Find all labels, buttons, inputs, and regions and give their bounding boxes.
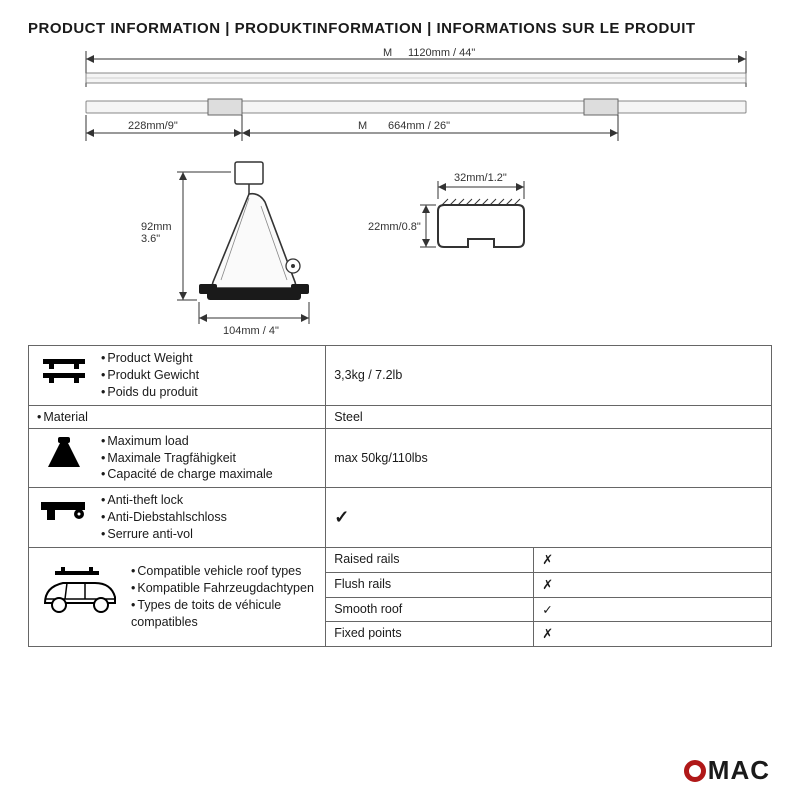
roof-fixed-mark: ✗: [542, 626, 553, 641]
maxload-value: max 50kg/110lbs: [326, 428, 772, 488]
row-roof-raised: Compatible vehicle roof types Kompatible…: [29, 547, 772, 572]
dim-m-mark2: M: [358, 120, 367, 132]
technical-diagram: M 1120mm / 44" 228mm/9": [28, 47, 772, 337]
dim-profile-w: 32mm/1.2": [454, 172, 507, 184]
spec-table: Product Weight Produkt Gewicht Poids du …: [28, 345, 772, 647]
dim-m-mark: M: [383, 47, 392, 59]
dim-profile-h: 22mm/0.8": [368, 221, 421, 233]
dim-top-length: 1120mm / 44": [408, 47, 475, 59]
maxload-de: Maximale Tragfähigkeit: [101, 450, 273, 467]
weight-en: Product Weight: [101, 350, 199, 367]
roof-smooth-mark: ✓: [542, 603, 552, 617]
logo-o-icon: [684, 760, 706, 782]
page-title: PRODUCT INFORMATION | PRODUKTINFORMATION…: [28, 20, 772, 37]
compat-fr: Types de toits de véhicule compatibles: [131, 597, 317, 631]
maxload-en: Maximum load: [101, 433, 273, 450]
antitheft-check: ✓: [334, 507, 349, 527]
roof-raised-label: Raised rails: [326, 547, 534, 572]
compat-de: Kompatible Fahrzeugdachtypen: [131, 580, 317, 597]
material-label: Material: [37, 410, 88, 424]
compat-en: Compatible vehicle roof types: [131, 563, 317, 580]
brand-logo: MAC: [684, 755, 770, 786]
row-material: Material Steel: [29, 405, 772, 428]
weight-de: Produkt Gewicht: [101, 367, 199, 384]
weight-icon: [37, 433, 91, 471]
weight-value: 3,3kg / 7.2lb: [326, 346, 772, 406]
dim-foot-height: 92mm3.6": [141, 221, 172, 245]
roof-fixed-label: Fixed points: [326, 621, 534, 646]
antitheft-en: Anti-theft lock: [101, 492, 227, 509]
row-maxload: Maximum load Maximale Tragfähigkeit Capa…: [29, 428, 772, 488]
roof-raised-mark: ✗: [542, 552, 553, 567]
row-weight: Product Weight Produkt Gewicht Poids du …: [29, 346, 772, 406]
bars-icon: [37, 350, 91, 384]
weight-fr: Poids du produit: [101, 384, 199, 401]
antitheft-fr: Serrure anti-vol: [101, 526, 227, 543]
roof-smooth-label: Smooth roof: [326, 597, 534, 621]
antitheft-de: Anti-Diebstahlschloss: [101, 509, 227, 526]
maxload-fr: Capacité de charge maximale: [101, 466, 273, 483]
row-antitheft: Anti-theft lock Anti-Diebstahlschloss Se…: [29, 488, 772, 548]
roof-flush-mark: ✗: [542, 577, 553, 592]
lock-icon: [37, 492, 91, 524]
logo-text: MAC: [708, 755, 770, 786]
dim-offset: 228mm/9": [128, 120, 178, 132]
dim-foot-width: 104mm / 4": [223, 325, 279, 337]
roof-flush-label: Flush rails: [326, 572, 534, 597]
material-value: Steel: [326, 405, 772, 428]
dim-inner: 664mm / 26": [388, 120, 450, 132]
car-icon: [37, 563, 121, 615]
